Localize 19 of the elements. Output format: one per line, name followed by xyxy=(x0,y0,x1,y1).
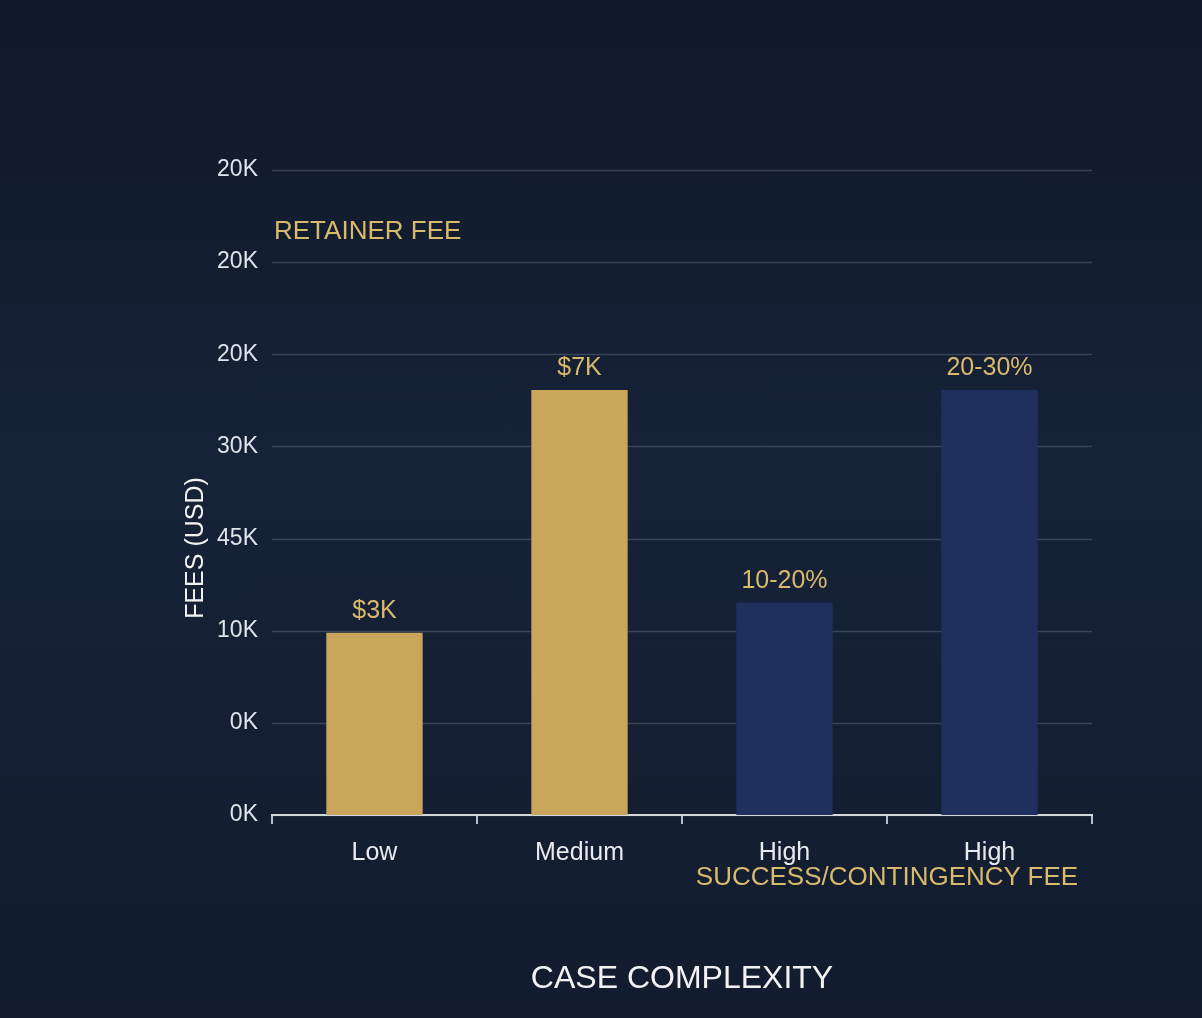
x-axis-title: CASE COMPLEXITY xyxy=(530,958,834,995)
x-tick-label: High xyxy=(758,836,811,865)
x-tick-label: High xyxy=(963,836,1016,865)
data-label: $7K xyxy=(557,352,603,381)
text: 20K xyxy=(217,155,259,182)
y-axis-title: FEES (USD) xyxy=(179,477,208,619)
text: RETAINER FEE xyxy=(274,215,462,246)
text: 0K xyxy=(229,708,259,735)
text: 10K xyxy=(217,616,259,643)
data-label: $3K xyxy=(352,595,398,624)
text: 20K xyxy=(217,247,259,274)
text: 30K xyxy=(217,431,259,458)
text: 45K xyxy=(217,523,259,550)
data-label: 20-30% xyxy=(946,352,1033,381)
data-label: 10-20% xyxy=(741,564,828,593)
x-tick-label: Low xyxy=(351,836,399,865)
text: 20K xyxy=(217,339,259,366)
text: 0K xyxy=(229,800,259,827)
x-tick-label: Medium xyxy=(535,836,624,865)
